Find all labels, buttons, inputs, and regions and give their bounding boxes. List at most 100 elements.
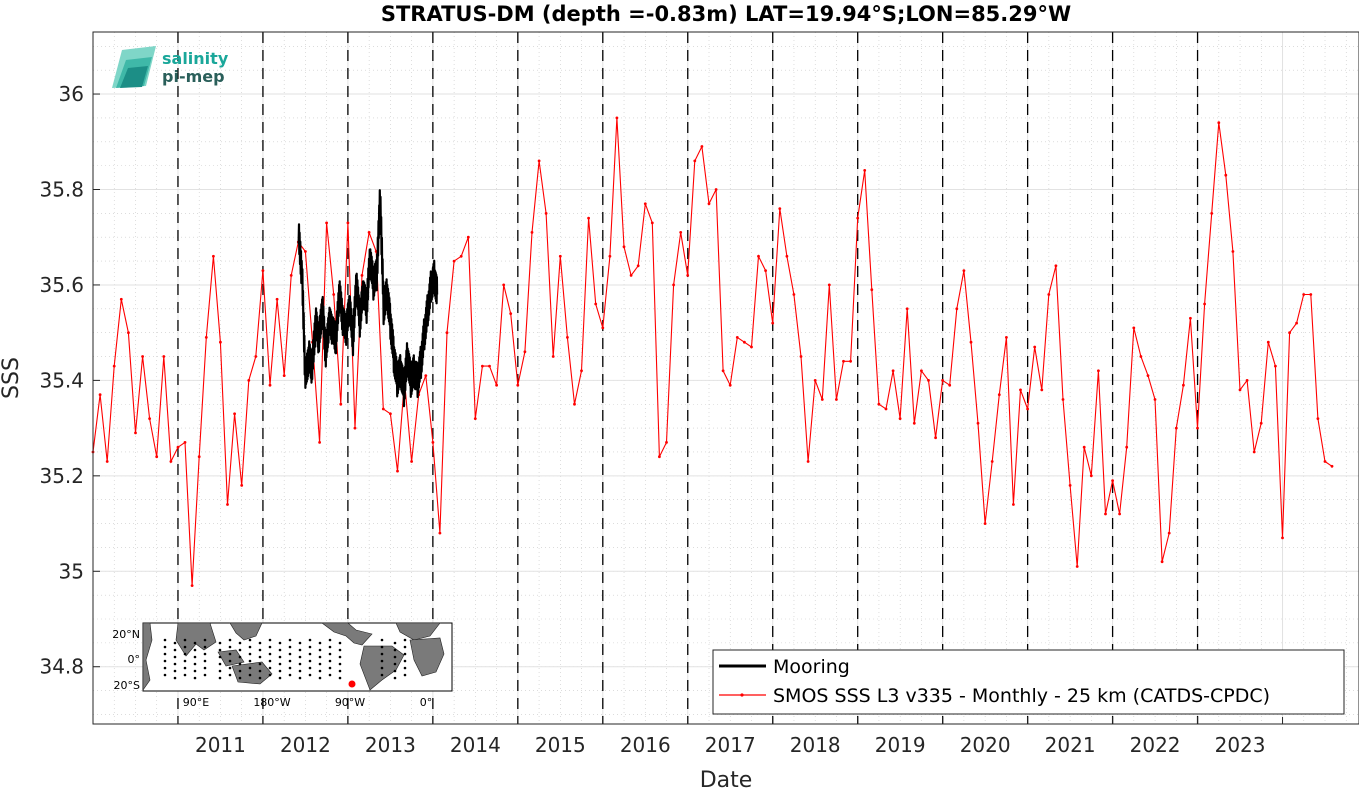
smos-data-point [346, 221, 350, 225]
inset-dot [203, 666, 207, 670]
smos-data-point [367, 231, 371, 234]
smos-data-point [98, 393, 102, 397]
smos-data-point [1153, 398, 1157, 401]
inset-dot [380, 645, 384, 649]
inset-dot [318, 648, 322, 652]
smos-data-point [1309, 293, 1313, 296]
smos-data-point [721, 369, 725, 373]
smos-data-point [424, 374, 428, 377]
y-axis-ticks: 34.8 35 35.2 35.4 35.6 35.8 36 [39, 82, 100, 679]
x-tick-label: 2016 [620, 733, 671, 757]
smos-data-point [997, 393, 1001, 397]
inset-dot [183, 645, 187, 649]
smos-data-point [735, 336, 739, 339]
inset-dot [288, 666, 292, 670]
smos-data-point [636, 264, 640, 268]
inset-dot [228, 652, 232, 656]
smos-data-point [169, 460, 173, 463]
inset-dot [163, 638, 167, 642]
smos-data-point [976, 421, 980, 425]
smos-data-point [1082, 445, 1086, 449]
smos-data-point [1075, 565, 1079, 568]
smos-data-point [750, 345, 753, 349]
inset-dot [393, 648, 397, 652]
smos-data-point [381, 407, 385, 411]
inset-dot [403, 652, 407, 656]
inset-dot [268, 673, 272, 677]
smos-data-point [1189, 316, 1192, 320]
y-tick-label: 35.2 [39, 464, 84, 488]
smos-data-point [813, 379, 817, 382]
inset-dot [318, 641, 322, 645]
legend: Mooring SMOS SSS L3 v335 - Monthly - 25 … [712, 649, 1345, 715]
inset-dot [318, 676, 322, 680]
inset-dot [278, 648, 282, 652]
inset-dot [380, 659, 384, 663]
inset-dot [308, 659, 312, 663]
inset-location-marker [348, 680, 356, 688]
inset-dot [328, 673, 332, 677]
inset-dot [380, 673, 384, 677]
y-tick-label: 35 [59, 559, 84, 583]
inset-dot [380, 666, 384, 670]
smos-data-point [941, 379, 944, 382]
smos-data-point [410, 460, 413, 463]
smos-data-point [912, 421, 916, 425]
inset-dot [258, 662, 262, 666]
inset-dot [238, 669, 242, 673]
smos-data-point [1054, 264, 1058, 268]
inset-lat-20n: 20°N [112, 628, 140, 641]
smos-data-point [990, 460, 994, 463]
smos-data-point [530, 231, 534, 234]
inset-dot [338, 669, 342, 673]
smos-data-point [282, 374, 286, 377]
smos-data-point [516, 383, 520, 387]
inset-dot [228, 645, 232, 649]
inset-map: 20°N 0° 20°S 90°E 180°W 90°W 0° [112, 622, 453, 709]
inset-dot [403, 638, 407, 642]
mooring-series-group [297, 189, 439, 408]
inset-dot [238, 662, 242, 666]
smos-data-point [870, 288, 874, 292]
smos-data-point [445, 331, 449, 335]
inset-dot [238, 648, 242, 652]
inset-dot [163, 659, 167, 663]
chart-title: STRATUS-DM (depth =-0.83m) LAT=19.94°S;L… [381, 2, 1071, 26]
inset-dot [193, 655, 197, 659]
inset-dot [393, 641, 397, 645]
smos-data-point [757, 254, 760, 258]
smos-data-point [495, 383, 498, 387]
inset-dot [403, 673, 407, 677]
x-tick-label: 2012 [280, 733, 331, 757]
smos-data-point [155, 455, 159, 459]
smos-data-point [905, 307, 909, 311]
smos-data-point [665, 441, 668, 444]
smos-data-point [658, 455, 661, 459]
smos-data-point [650, 221, 654, 225]
inset-dot [238, 676, 242, 680]
plot-frame [92, 31, 1359, 725]
smos-data-point [842, 359, 845, 363]
smos-data-point [1033, 345, 1037, 349]
inset-dot [218, 655, 222, 659]
smos-data-point [1167, 531, 1171, 535]
smos-data-point [318, 441, 321, 444]
smos-data-point [927, 379, 930, 382]
inset-dot [288, 645, 292, 649]
inset-dot [258, 655, 262, 659]
smos-data-point [884, 407, 888, 411]
smos-data-point [473, 417, 477, 420]
smos-data-point [1182, 383, 1185, 387]
smos-data-point [289, 274, 293, 277]
inset-dot [308, 673, 312, 677]
smos-data-point [1274, 364, 1277, 368]
smos-data-point [332, 293, 336, 296]
smos-data-point [686, 274, 690, 277]
smos-data-point [459, 254, 463, 258]
inset-dot [403, 645, 407, 649]
smos-data-point [1196, 426, 1199, 430]
inset-dot [193, 676, 197, 680]
inset-dot [173, 662, 177, 666]
inset-dot [228, 673, 232, 677]
